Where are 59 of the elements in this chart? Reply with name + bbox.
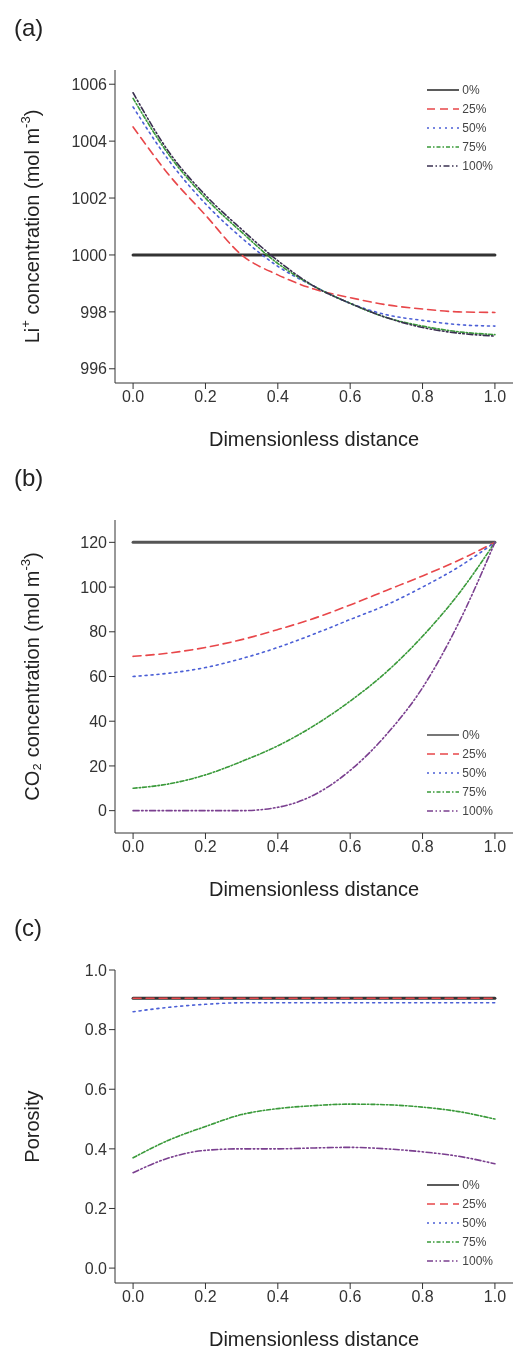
y-tick-label: 0.8: [84, 1021, 108, 1039]
chart-title: (b): [14, 464, 44, 492]
legend-label: 100%: [462, 803, 493, 818]
y-tick-label: 998: [80, 303, 108, 321]
legend-label: 100%: [462, 1253, 493, 1268]
y-tick-label: 0.4: [84, 1140, 108, 1158]
x-tick-label: 1.0: [483, 1288, 507, 1306]
x-tick-label: 0.0: [121, 1288, 145, 1306]
legend-label: 25%: [462, 1196, 487, 1211]
y-tick-label: 40: [89, 712, 108, 730]
y-tick-label: 120: [80, 534, 108, 552]
x-tick-label: 0.2: [194, 1288, 217, 1306]
x-tick-label: 0.8: [411, 838, 434, 856]
x-tick-label: 0.0: [121, 388, 145, 406]
legend-label: 0%: [462, 1177, 480, 1192]
y-tick-label: 0.0: [84, 1259, 108, 1277]
legend-label: 75%: [462, 139, 487, 154]
legend-label: 50%: [462, 765, 487, 780]
y-tick-label: 20: [89, 757, 108, 775]
y-tick-label: 0.2: [84, 1200, 108, 1218]
y-tick-label: 60: [89, 668, 108, 686]
x-tick-label: 0.0: [121, 838, 145, 856]
y-tick-label: 0.6: [84, 1080, 108, 1098]
x-tick-label: 0.8: [411, 388, 434, 406]
chart-title: (c): [14, 914, 42, 942]
y-tick-label: 80: [89, 623, 108, 641]
legend-label: 50%: [462, 1215, 487, 1230]
y-tick-label: 1002: [71, 189, 108, 207]
legend-label: 0%: [462, 727, 480, 742]
y-tick-label: 0: [98, 802, 108, 820]
y-axis-title: Porosity: [21, 1090, 44, 1163]
legend-label: 25%: [462, 101, 487, 116]
legend-label: 75%: [462, 784, 487, 799]
y-tick-label: 1.0: [84, 961, 108, 979]
x-tick-label: 0.4: [266, 838, 290, 856]
x-tick-label: 0.6: [339, 1288, 362, 1306]
x-tick-label: 0.4: [266, 388, 290, 406]
x-axis-title: Dimensionless distance: [208, 878, 420, 900]
y-tick-label: 1004: [71, 132, 108, 150]
x-tick-label: 0.6: [339, 388, 362, 406]
x-tick-label: 1.0: [483, 388, 507, 406]
x-tick-label: 0.4: [266, 1288, 290, 1306]
x-tick-label: 0.6: [339, 838, 362, 856]
legend-label: 25%: [462, 746, 487, 761]
x-tick-label: 0.2: [194, 388, 217, 406]
legend-label: 100%: [462, 158, 493, 173]
legend-label: 0%: [462, 82, 480, 97]
legend-label: 50%: [462, 120, 487, 135]
y-tick-label: 100: [80, 578, 108, 596]
x-tick-label: 1.0: [483, 838, 507, 856]
x-tick-label: 0.8: [411, 1288, 434, 1306]
chart-title: (a): [14, 14, 44, 42]
y-tick-label: 1000: [71, 246, 108, 264]
y-tick-label: 1006: [71, 75, 108, 93]
x-axis-title: Dimensionless distance: [208, 1328, 420, 1350]
legend-label: 75%: [462, 1234, 487, 1249]
x-tick-label: 0.2: [194, 838, 217, 856]
x-axis-title: Dimensionless distance: [208, 428, 420, 450]
y-tick-label: 996: [80, 360, 108, 378]
